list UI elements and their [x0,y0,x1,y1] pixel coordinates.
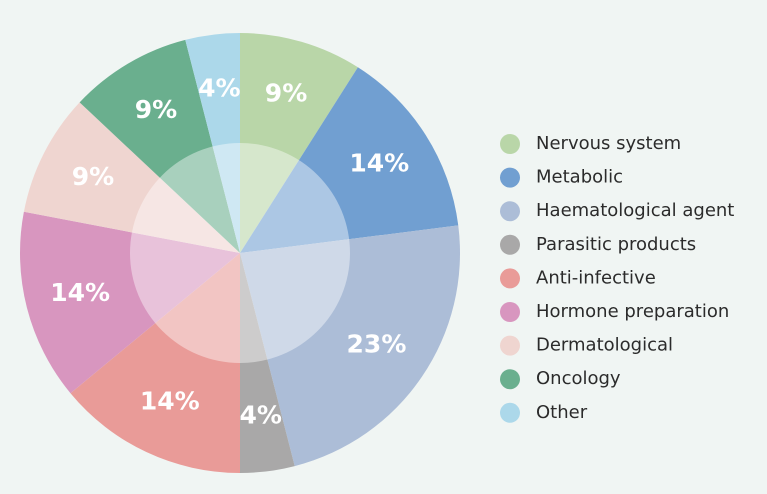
legend-label: Dermatological [536,335,673,356]
pie-slice [23,102,240,254]
data-label: 23% [347,330,407,359]
pie-slice [240,225,460,467]
legend-swatch [500,402,520,423]
data-label: 4% [239,401,281,430]
legend-swatch [500,268,520,289]
data-labels: 9% 14% 23% 4% 14% 14% 9% 9% 4% [50,73,409,429]
pie [20,33,460,473]
data-label: 14% [50,278,110,307]
data-label: 14% [140,386,200,415]
pie-slice [20,211,240,394]
pie-slice [185,33,240,253]
pie-slice [70,253,240,473]
pie-slice [240,253,295,473]
legend-label: Metabolic [536,167,623,188]
data-label: 9% [135,95,177,124]
legend-label: Parasitic products [536,234,696,255]
legend-swatch [500,335,520,356]
legend-swatch [500,167,520,188]
legend-label: Hormone preparation [536,301,729,322]
data-label: 4% [198,73,240,102]
legend-label: Nervous system [536,133,681,154]
inner-highlight [130,143,350,363]
legend-label: Anti-infective [536,267,656,288]
legend: Nervous system Metabolic Haematological ag… [500,133,734,423]
data-label: 9% [265,79,307,108]
pie-slice [240,33,358,253]
legend-label: Other [536,402,588,423]
pie-slice [240,67,459,253]
legend-swatch [500,201,520,222]
data-label: 14% [349,149,409,178]
legend-swatch [500,302,520,322]
legend-swatch [500,369,520,390]
legend-swatch [500,234,520,255]
pie-slice [79,39,241,253]
data-label: 9% [72,162,114,191]
legend-label: Oncology [536,368,621,389]
legend-swatch [500,134,520,154]
legend-label: Haematological agent [536,200,734,221]
